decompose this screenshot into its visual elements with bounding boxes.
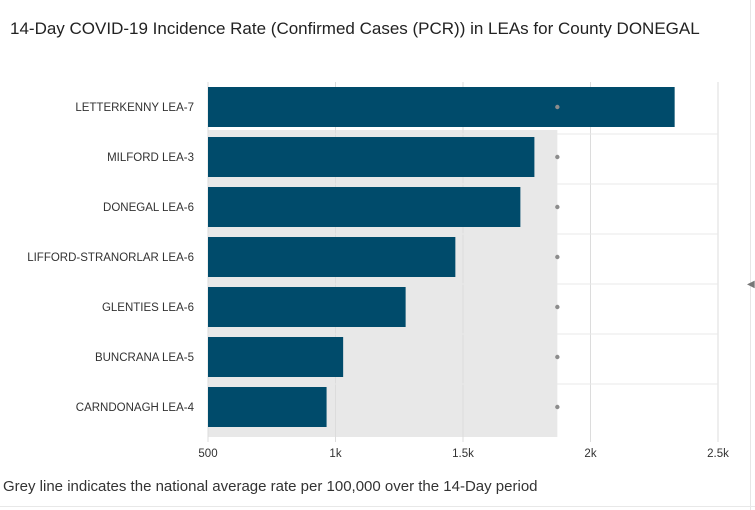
x-tick-label: 2k [584,448,596,460]
x-axis-ticks: 500 1k 1.5k 2k 2.5k [198,437,729,460]
national-average-marker [555,404,560,410]
national-average-markers [555,104,560,410]
category-label: MILFORD LEA-3 [107,152,194,164]
national-average-marker [555,204,560,210]
bar[interactable] [208,337,344,377]
bar[interactable] [208,387,327,427]
category-label: LIFFORD-STRANORLAR LEA-6 [27,252,194,264]
category-label: DONEGAL LEA-6 [103,202,194,214]
bars [208,87,675,427]
bar[interactable] [208,137,535,177]
national-average-marker [555,304,560,310]
national-average-marker [555,104,560,110]
category-label: GLENTIES LEA-6 [102,302,194,314]
chart-title: 14-Day COVID-19 Incidence Rate (Confirme… [10,19,700,38]
national-average-marker [555,154,560,160]
bar[interactable] [208,287,406,327]
category-label: BUNCRANA LEA-5 [95,352,194,364]
x-tick-label: 1k [329,448,341,460]
national-average-marker [555,354,560,360]
category-label: CARNDONAGH LEA-4 [76,402,195,414]
x-tick-label: 1.5k [452,448,474,460]
bar[interactable] [208,187,521,227]
x-tick-label: 500 [198,448,217,460]
chart-caption: Grey line indicates the national average… [3,478,538,495]
chevron-left-icon[interactable]: ◀ [747,279,755,290]
page-edge-divider [750,0,751,510]
x-tick-label: 2.5k [707,448,729,460]
national-average-marker [555,254,560,260]
category-labels: LETTERKENNY LEA-7 MILFORD LEA-3 DONEGAL LE… [27,102,194,414]
bar[interactable] [208,87,675,127]
bar-chart: LETTERKENNY LEA-7 MILFORD LEA-3 DONEGAL LE… [27,82,729,460]
bar[interactable] [208,237,456,277]
bottom-divider [0,506,755,507]
category-label: LETTERKENNY LEA-7 [75,102,194,114]
